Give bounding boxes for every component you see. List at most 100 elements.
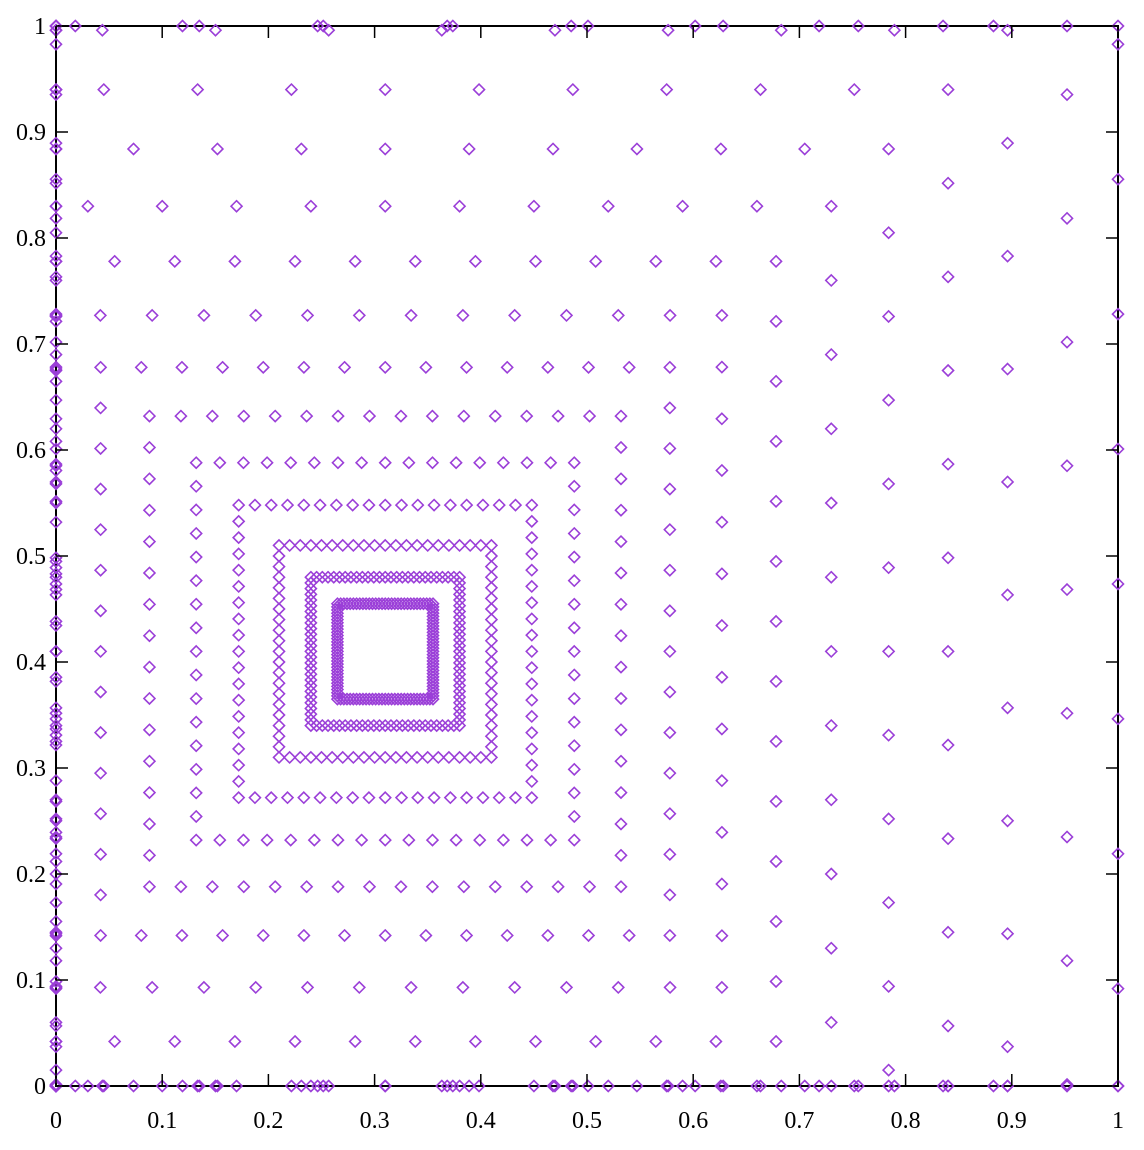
data-point	[663, 980, 677, 995]
data-point	[344, 570, 358, 584]
data-point	[614, 409, 628, 423]
data-point	[824, 570, 838, 584]
data-point	[567, 833, 581, 847]
data-point	[484, 602, 499, 616]
data-point	[500, 360, 514, 374]
data-point	[442, 750, 456, 765]
plot-frame	[55, 25, 1119, 1087]
data-point	[473, 833, 487, 847]
data-point	[715, 515, 729, 529]
data-point	[1000, 475, 1015, 489]
data-point	[49, 927, 63, 941]
data-point	[715, 308, 729, 323]
data-point	[49, 979, 63, 993]
data-point	[348, 1034, 362, 1049]
data-point	[189, 621, 203, 635]
data-point	[168, 1034, 182, 1049]
data-point	[525, 644, 539, 659]
data-point	[1060, 19, 1074, 33]
data-point	[331, 880, 345, 894]
data-point	[457, 880, 471, 894]
data-point	[49, 254, 63, 268]
data-point	[564, 19, 578, 33]
x-tick-label: 1	[1112, 1108, 1124, 1134]
data-point	[426, 641, 440, 655]
data-point	[208, 23, 223, 37]
data-point	[272, 676, 286, 690]
data-point	[881, 644, 896, 659]
data-point	[232, 709, 246, 724]
data-point	[367, 570, 381, 584]
data-point	[431, 750, 445, 765]
data-point	[362, 791, 376, 805]
data-point	[426, 660, 440, 674]
data-point	[525, 563, 539, 577]
data-point	[260, 456, 274, 470]
data-point	[228, 254, 242, 268]
data-point	[452, 713, 467, 727]
data-point	[49, 335, 63, 349]
data-point	[93, 766, 108, 780]
data-point	[49, 1034, 63, 1049]
data-point	[81, 1079, 95, 1093]
data-point	[394, 498, 409, 512]
data-point	[614, 660, 628, 674]
data-point	[582, 880, 597, 894]
data-point	[567, 691, 581, 706]
data-point	[812, 19, 826, 33]
data-point	[435, 23, 449, 37]
data-point	[404, 308, 418, 323]
data-point	[582, 409, 597, 423]
data-point	[272, 740, 286, 754]
data-point	[304, 690, 318, 704]
data-point	[440, 1079, 454, 1093]
data-point	[142, 754, 157, 768]
data-point	[288, 1034, 302, 1049]
data-point	[484, 655, 499, 669]
data-point	[663, 766, 677, 780]
data-point	[300, 308, 315, 323]
data-point	[581, 360, 596, 374]
data-point	[824, 496, 838, 510]
data-point	[283, 750, 297, 765]
data-point	[232, 677, 246, 691]
data-point	[548, 1079, 562, 1093]
data-point	[663, 725, 677, 740]
data-point	[508, 308, 522, 323]
data-point	[95, 23, 109, 37]
data-point	[311, 19, 325, 33]
data-point	[410, 750, 424, 765]
data-point	[716, 1079, 730, 1093]
data-point	[472, 82, 486, 97]
data-point	[49, 1077, 63, 1092]
data-point	[614, 534, 628, 549]
data-point	[389, 538, 403, 553]
data-point	[395, 570, 410, 584]
data-point	[304, 679, 318, 693]
data-point	[567, 621, 581, 635]
data-point	[567, 809, 581, 824]
data-point	[541, 928, 555, 943]
data-point	[484, 676, 499, 690]
data-point	[881, 1079, 896, 1093]
data-point	[338, 718, 352, 733]
data-point	[49, 374, 63, 388]
data-point	[567, 597, 581, 611]
data-point	[440, 19, 454, 33]
data-point	[824, 1079, 838, 1093]
data-point	[753, 1079, 768, 1093]
data-point	[567, 479, 581, 493]
data-point	[268, 880, 282, 894]
data-point	[346, 498, 360, 512]
data-point	[769, 314, 783, 328]
data-point	[304, 667, 318, 681]
data-point	[484, 591, 499, 606]
data-point	[93, 360, 108, 374]
data-point	[349, 718, 364, 733]
data-point	[142, 472, 157, 486]
data-point	[881, 142, 896, 156]
data-point	[525, 579, 539, 594]
data-point	[232, 498, 246, 512]
data-point	[881, 226, 896, 240]
